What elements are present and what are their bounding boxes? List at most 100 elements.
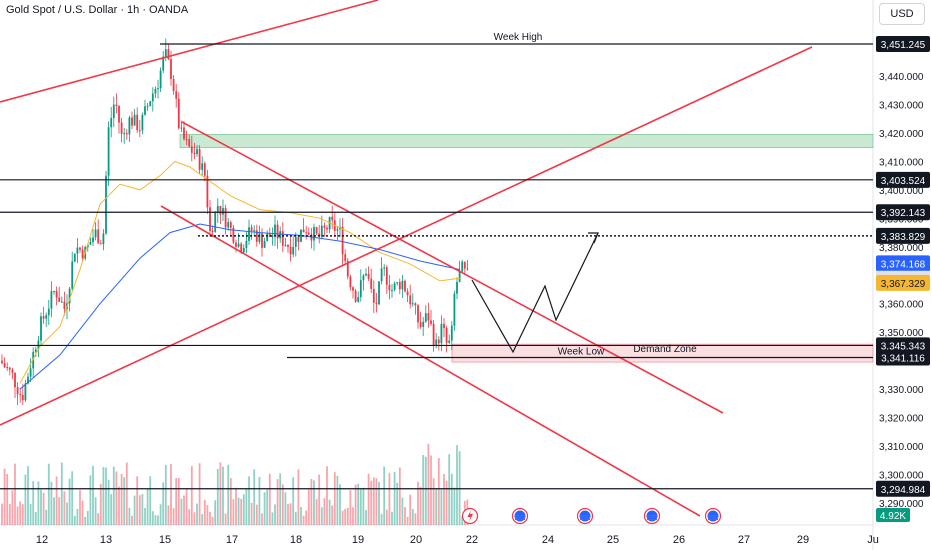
candle-body xyxy=(229,222,232,228)
candle-body xyxy=(453,293,456,326)
currency-button[interactable]: USD xyxy=(879,3,925,25)
candle-body xyxy=(331,216,334,221)
us-flag-event-icon[interactable] xyxy=(511,507,529,525)
candle-body xyxy=(3,363,6,368)
candle-body xyxy=(47,308,50,316)
candle-body xyxy=(175,91,178,99)
candle-body xyxy=(164,49,167,57)
projection-path xyxy=(471,232,599,354)
volume-bar xyxy=(346,507,349,525)
time-tick-label: 18 xyxy=(290,534,302,546)
candle-body xyxy=(170,59,172,79)
volume-bar xyxy=(211,516,214,525)
volume-bar xyxy=(125,462,128,525)
volume-bar xyxy=(380,513,383,525)
volume-bar xyxy=(214,500,217,525)
candle-body xyxy=(177,98,180,129)
volume-bar xyxy=(170,463,172,525)
level-price-tag xyxy=(876,349,930,366)
candle-body xyxy=(94,229,97,238)
candle-body xyxy=(40,316,42,341)
candle-body xyxy=(154,88,157,94)
volume-bar xyxy=(11,490,14,525)
us-flag-event-icon[interactable] xyxy=(704,507,722,525)
volume-bar xyxy=(258,476,261,525)
candle-body xyxy=(146,105,149,107)
price-tick-label: 3,410.000 xyxy=(879,157,924,168)
lightning-glyph xyxy=(467,510,473,522)
volume-bar xyxy=(47,463,50,525)
volume-bar xyxy=(261,513,263,525)
candle-body xyxy=(357,297,360,302)
flag-stripe xyxy=(647,519,657,520)
flag-stripe xyxy=(647,515,657,516)
candle-body xyxy=(79,247,81,250)
volume-bar xyxy=(333,472,336,525)
us-flag-event-icon[interactable] xyxy=(643,507,661,525)
candle-body xyxy=(336,229,339,231)
candle-body xyxy=(466,268,469,270)
volume-bar xyxy=(349,490,352,525)
level-price-tag xyxy=(876,204,930,221)
candle-body xyxy=(435,339,438,346)
candle-body xyxy=(159,70,162,89)
candle-body xyxy=(326,227,328,230)
volume-bar xyxy=(359,489,362,525)
supply-zone xyxy=(179,134,874,149)
candle-body xyxy=(370,278,373,289)
volume-bar xyxy=(138,495,141,525)
candle-body xyxy=(50,291,53,309)
candle-body xyxy=(424,313,427,322)
volume-bar xyxy=(427,443,430,525)
level-price-tag xyxy=(876,227,930,244)
volume-bar xyxy=(58,497,61,525)
candle-body xyxy=(60,301,63,303)
lightning-event-icon[interactable] xyxy=(461,507,479,525)
time-tick-label: 29 xyxy=(797,534,809,546)
candle-body xyxy=(271,235,274,237)
us-flag-event-icon[interactable] xyxy=(576,507,594,525)
candle-body xyxy=(344,254,347,261)
candle-body xyxy=(8,367,11,370)
volume-bar xyxy=(391,511,393,525)
candle-body xyxy=(430,320,432,324)
volume-bar xyxy=(128,507,131,525)
level-price-label: 3,383.829 xyxy=(881,232,926,243)
volume-bar xyxy=(266,489,269,525)
candle-body xyxy=(323,225,326,228)
time-tick-label: 13 xyxy=(100,534,112,546)
candle-body xyxy=(149,101,152,106)
candle-body xyxy=(276,224,279,239)
candle-body xyxy=(24,383,27,401)
candle-body xyxy=(214,212,217,232)
candle-body xyxy=(391,289,393,291)
volume-bar xyxy=(365,510,367,525)
volume-bar xyxy=(424,456,427,525)
volume-bar xyxy=(154,515,157,525)
candle-body xyxy=(6,367,9,369)
volume-bar xyxy=(216,468,219,525)
candle-body xyxy=(190,146,193,153)
volume-bar xyxy=(203,500,206,525)
candle-body xyxy=(73,253,76,262)
price-tick-label: 3,400.000 xyxy=(879,186,924,197)
volume-bar xyxy=(198,463,201,525)
volume-bar xyxy=(63,491,66,525)
descending-channel-lower xyxy=(160,205,701,517)
candle-body xyxy=(198,149,201,170)
candle-body xyxy=(443,323,445,328)
volume-bar xyxy=(222,466,224,525)
volume-bar xyxy=(188,509,191,525)
price-tag-label: 3,367.329 xyxy=(881,279,926,290)
candle-body xyxy=(120,122,123,134)
candle-body xyxy=(250,227,253,231)
volume-bar xyxy=(279,473,282,525)
flag-stripe xyxy=(708,517,718,518)
time-tick-label: 26 xyxy=(673,534,685,546)
volume-bar xyxy=(224,513,227,525)
volume-bar xyxy=(435,488,438,525)
week-low-label: Week Low xyxy=(558,346,605,357)
candle-body xyxy=(131,117,133,126)
time-tick-label: 25 xyxy=(607,534,619,546)
